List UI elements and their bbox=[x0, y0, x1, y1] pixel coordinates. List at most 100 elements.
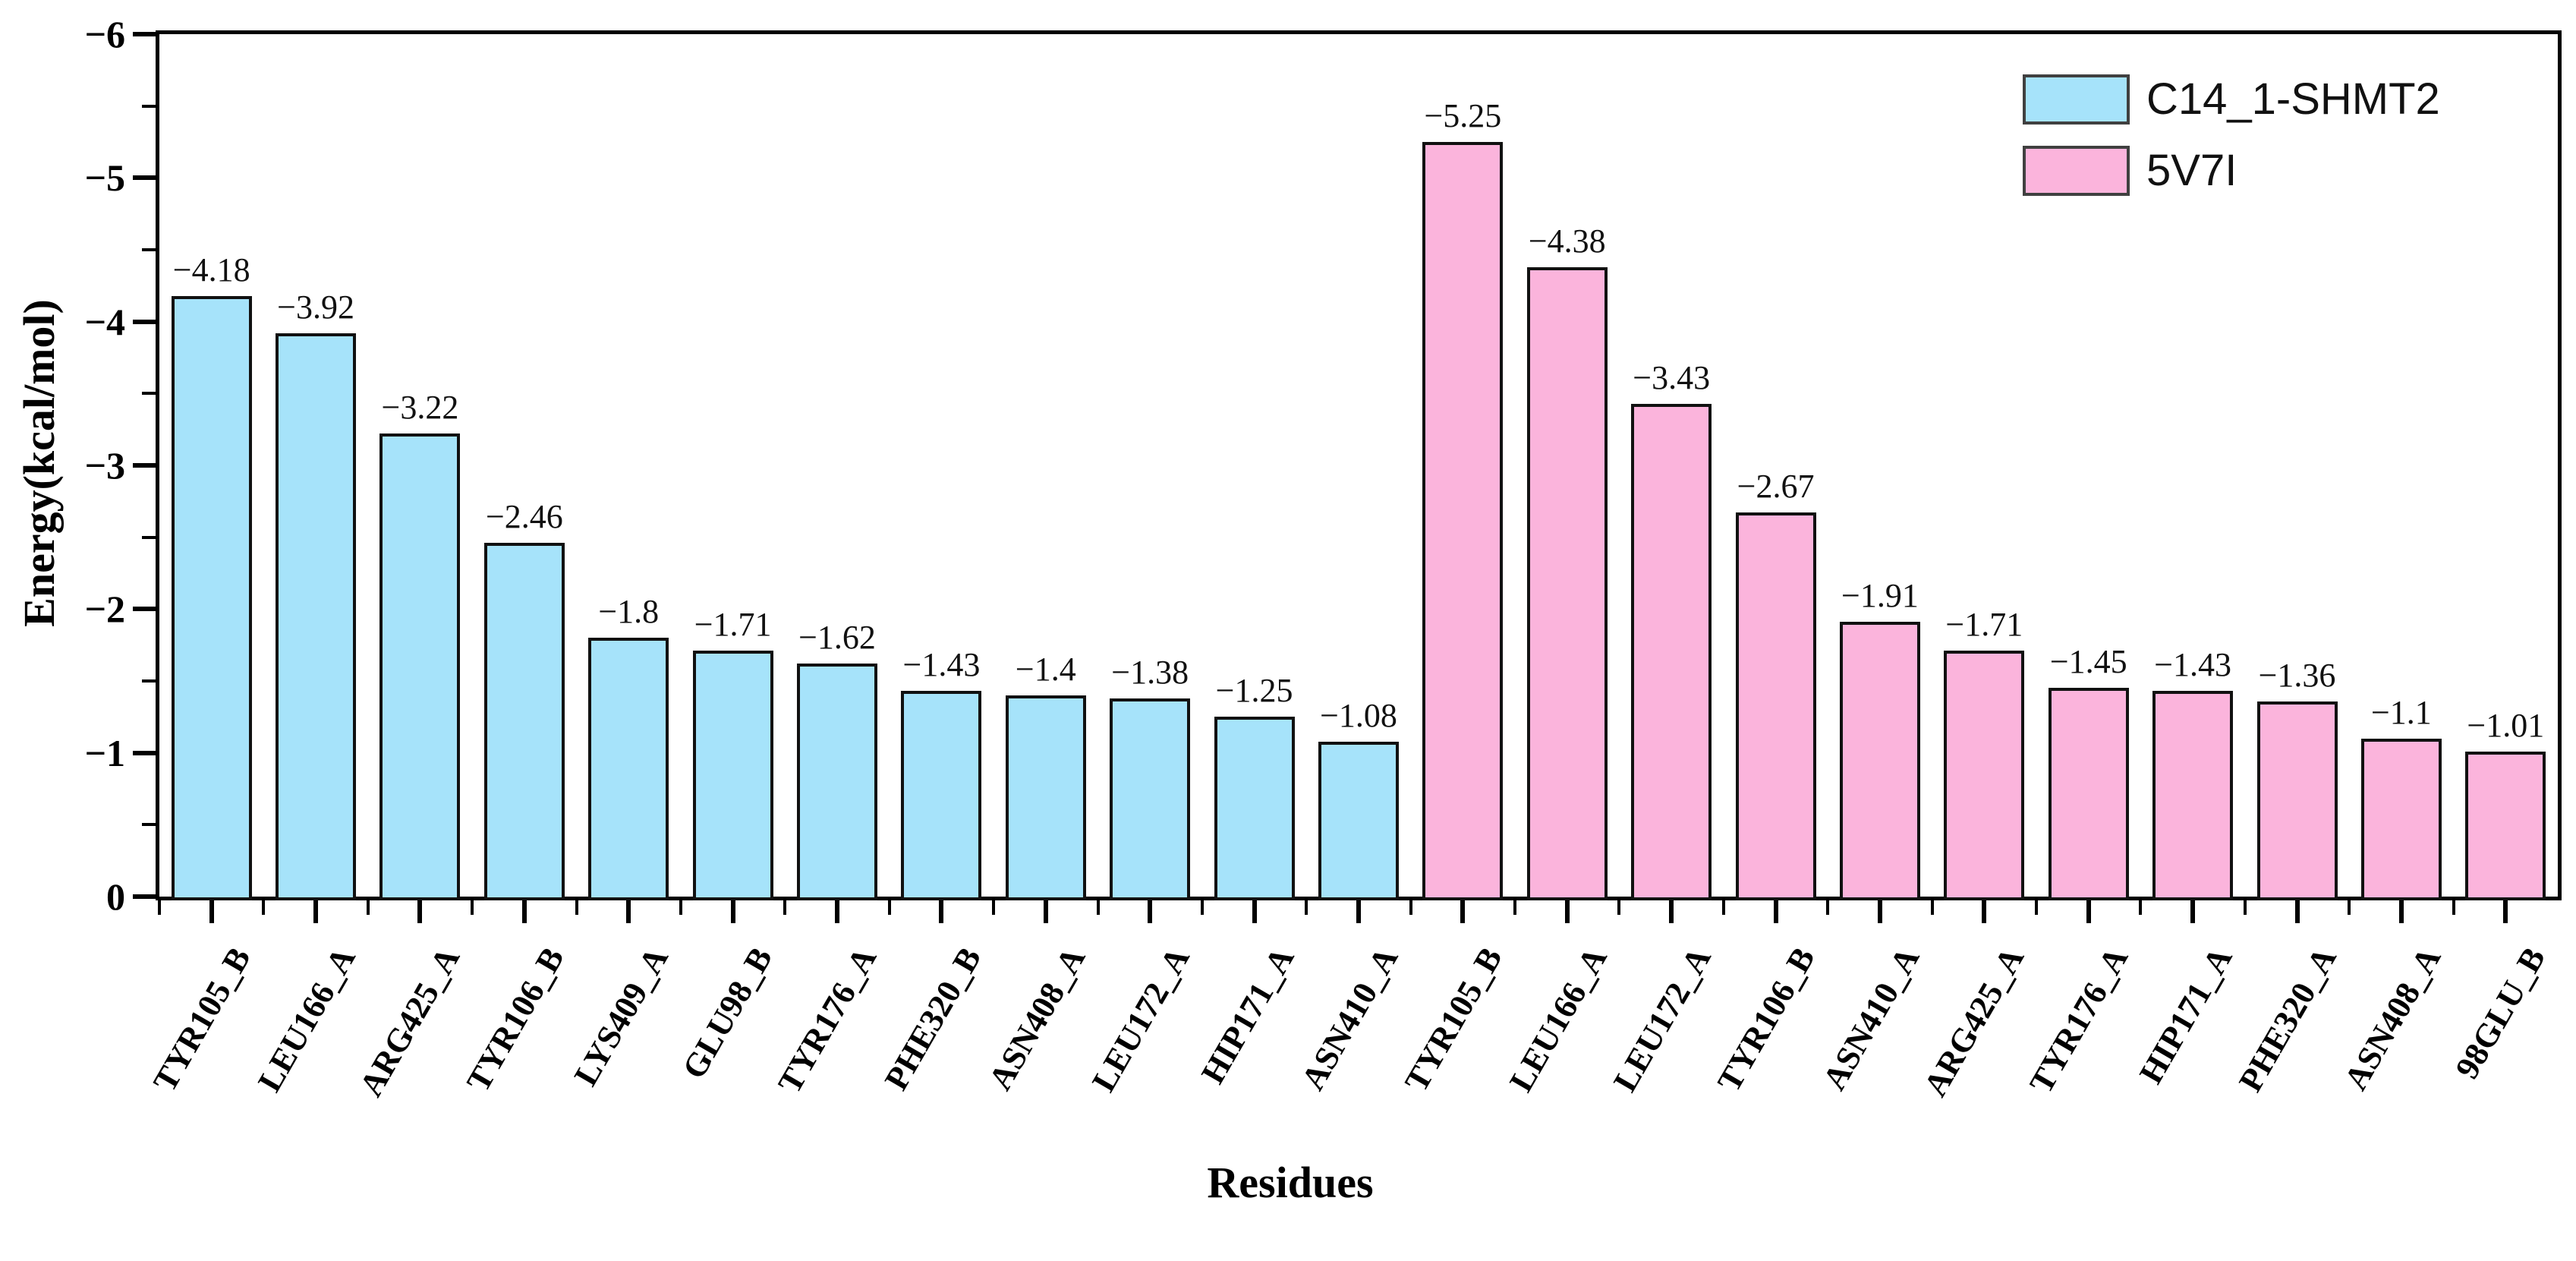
y-axis-tick-label: −3 bbox=[84, 444, 126, 487]
bar-ASN410_A bbox=[1839, 622, 1920, 900]
x-axis-major-tick bbox=[626, 900, 631, 923]
y-axis-major-tick bbox=[133, 750, 156, 755]
y-axis-major-tick bbox=[133, 175, 156, 181]
x-axis-major-tick bbox=[1669, 900, 1674, 923]
bar-TYR105_B bbox=[1422, 142, 1504, 900]
bar-value-label: −1.4 bbox=[1015, 650, 1076, 688]
x-axis-tick-label-residue: HIP171_A bbox=[1193, 941, 1302, 1090]
bar-LEU172_A bbox=[1110, 698, 1191, 900]
y-axis-minor-tick bbox=[142, 248, 156, 251]
bar-value-label: −1.1 bbox=[2370, 693, 2432, 731]
y-axis-minor-tick bbox=[142, 823, 156, 827]
bar-TYR105_B bbox=[171, 295, 252, 900]
x-axis-minor-tick bbox=[2139, 900, 2143, 915]
bar-LEU166_A bbox=[276, 333, 357, 900]
bar-LEU166_A bbox=[1526, 266, 1608, 900]
x-axis-minor-tick bbox=[1826, 900, 1830, 915]
bar-TYR176_A bbox=[2048, 688, 2129, 900]
x-axis-major-tick bbox=[1773, 900, 1778, 923]
x-axis-minor-tick bbox=[1305, 900, 1308, 915]
x-axis-tick-label-residue: TYR176_A bbox=[770, 941, 884, 1100]
bar-LYS409_A bbox=[588, 638, 669, 900]
x-axis-minor-tick bbox=[1096, 900, 1100, 915]
bar-value-label: −1.01 bbox=[2467, 706, 2545, 744]
x-axis-tick-label-residue: ARG425_A bbox=[1916, 941, 2031, 1103]
x-axis-tick-label-residue: TYR105_B bbox=[1397, 941, 1510, 1099]
legend-entry: 5V7I bbox=[2023, 146, 2440, 196]
x-axis-minor-tick bbox=[262, 900, 266, 915]
y-axis-minor-tick bbox=[142, 535, 156, 539]
legend: C14_1-SHMT2 5V7I bbox=[2023, 74, 2440, 217]
x-axis-minor-tick bbox=[1513, 900, 1517, 915]
x-axis-tick-label-residue: PHE320_B bbox=[877, 941, 989, 1096]
x-axis-major-tick bbox=[1877, 900, 1882, 923]
x-axis-tick-label-residue: LYS409_A bbox=[566, 941, 675, 1092]
bar-GLU98_B bbox=[692, 651, 773, 900]
y-axis-major-tick bbox=[133, 607, 156, 612]
y-axis-tick-label: −2 bbox=[84, 588, 126, 631]
x-axis-major-tick bbox=[209, 900, 214, 923]
x-axis-title: Residues bbox=[1207, 1158, 1374, 1207]
x-axis-minor-tick bbox=[1200, 900, 1204, 915]
x-axis-major-tick bbox=[2190, 900, 2196, 923]
x-axis-major-tick bbox=[2398, 900, 2404, 923]
x-axis-minor-tick bbox=[2348, 900, 2351, 915]
bar-ASN408_A bbox=[1005, 695, 1086, 900]
x-axis-tick-label-residue: LEU166_A bbox=[250, 941, 363, 1099]
x-axis-minor-tick bbox=[1930, 900, 1934, 915]
x-axis-major-tick bbox=[2294, 900, 2300, 923]
bar-value-label: −4.38 bbox=[1528, 222, 1606, 260]
bar-value-label: −2.67 bbox=[1737, 468, 1815, 506]
x-axis-tick-label-residue: 98GLU_B bbox=[2448, 941, 2552, 1086]
legend-label: 5V7I bbox=[2146, 146, 2237, 195]
y-axis-major-tick bbox=[133, 319, 156, 324]
y-axis-tick-label: −6 bbox=[84, 13, 126, 55]
x-axis-minor-tick bbox=[2243, 900, 2247, 915]
x-axis-major-tick bbox=[417, 900, 423, 923]
x-axis-major-tick bbox=[1043, 900, 1048, 923]
bar-value-label: −1.62 bbox=[798, 619, 876, 657]
x-axis-major-tick bbox=[1564, 900, 1570, 923]
x-axis-tick-label-residue: LEU172_A bbox=[1606, 941, 1718, 1099]
bar-value-label: −1.36 bbox=[2258, 656, 2336, 694]
x-axis-major-tick bbox=[730, 900, 735, 923]
bar-value-label: −1.43 bbox=[902, 646, 981, 684]
x-axis-major-tick bbox=[1982, 900, 1987, 923]
x-axis-tick-label-residue: LEU166_A bbox=[1501, 941, 1614, 1099]
x-axis-tick-label-residue: TYR176_A bbox=[2022, 941, 2136, 1100]
x-axis-tick-label-residue: TYR105_B bbox=[146, 941, 259, 1099]
bar-value-label: −4.18 bbox=[172, 251, 250, 288]
x-axis-tick-label-residue: LEU172_A bbox=[1085, 941, 1197, 1099]
bar-ASN408_A bbox=[2360, 738, 2442, 900]
bar-PHE320_B bbox=[901, 691, 982, 900]
x-axis-major-tick bbox=[1252, 900, 1257, 923]
x-axis-minor-tick bbox=[2035, 900, 2039, 915]
x-axis-minor-tick bbox=[575, 900, 578, 915]
bar-value-label: −1.71 bbox=[1945, 606, 2023, 644]
x-axis-tick-label-residue: PHE320_A bbox=[2231, 941, 2345, 1099]
x-axis-tick-label-residue: TYR106_B bbox=[458, 941, 572, 1099]
legend-swatch bbox=[2023, 146, 2130, 196]
x-axis-tick-label-residue: ASN410_A bbox=[1815, 941, 1927, 1096]
legend-entry: C14_1-SHMT2 bbox=[2023, 74, 2440, 125]
bar-HIP171_A bbox=[1214, 717, 1295, 900]
y-axis-major-tick bbox=[133, 463, 156, 468]
x-axis-minor-tick bbox=[679, 900, 682, 915]
x-axis-major-tick bbox=[1148, 900, 1153, 923]
x-axis-major-tick bbox=[939, 900, 944, 923]
bar-ARG425_A bbox=[379, 433, 461, 900]
x-axis-minor-tick bbox=[1721, 900, 1725, 915]
y-axis-minor-tick bbox=[142, 104, 156, 108]
bar-98GLU_B bbox=[2465, 751, 2546, 900]
x-axis-major-tick bbox=[521, 900, 527, 923]
bar-ARG425_A bbox=[1944, 651, 2025, 900]
y-axis-major-tick bbox=[133, 894, 156, 899]
legend-swatch bbox=[2023, 74, 2130, 125]
x-axis-major-tick bbox=[2086, 900, 2091, 923]
x-axis-tick-label-residue: ASN410_A bbox=[1294, 941, 1406, 1096]
x-axis-tick-label-residue: ASN408_A bbox=[2337, 941, 2448, 1096]
x-axis-tick-label-residue: HIP171_A bbox=[2132, 941, 2240, 1090]
x-axis-minor-tick bbox=[366, 900, 370, 915]
bar-value-label: −1.8 bbox=[598, 593, 660, 631]
